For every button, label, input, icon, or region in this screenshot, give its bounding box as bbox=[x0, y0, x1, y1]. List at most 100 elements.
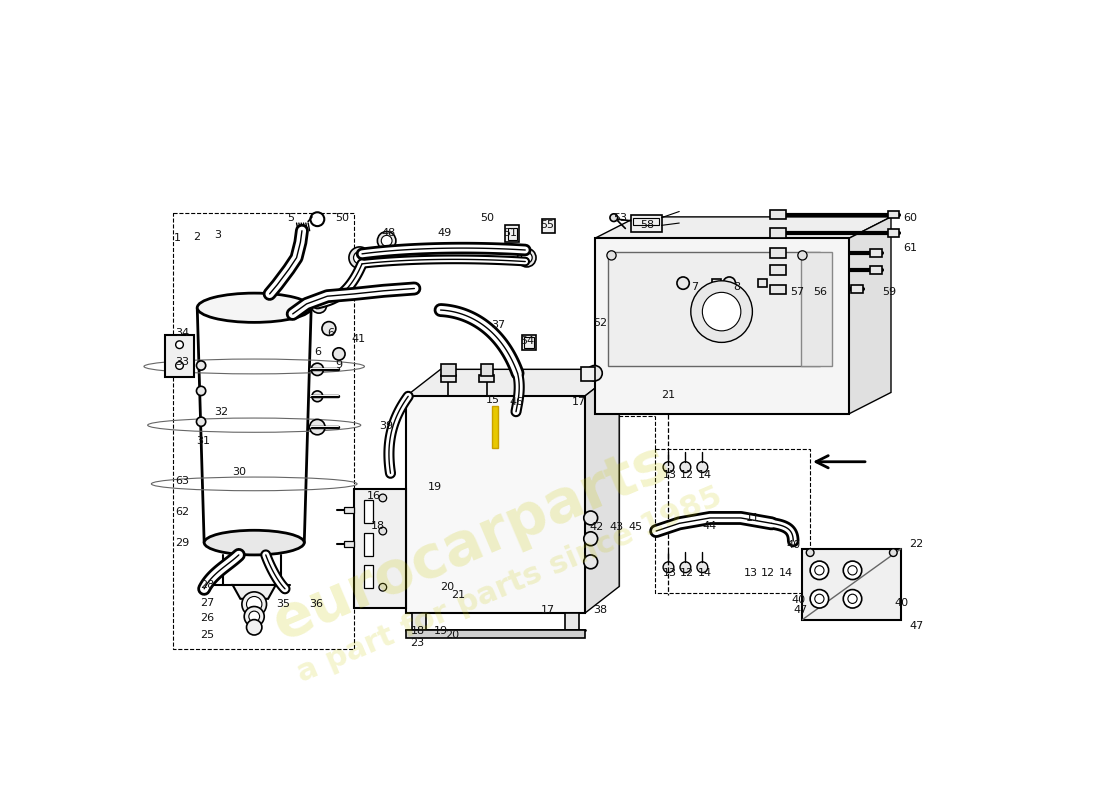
Circle shape bbox=[806, 549, 814, 557]
Text: 51: 51 bbox=[503, 228, 517, 238]
Bar bbox=[363, 533, 373, 556]
Circle shape bbox=[311, 363, 323, 375]
Bar bbox=[344, 507, 353, 514]
Text: 63: 63 bbox=[176, 476, 189, 486]
Text: 31: 31 bbox=[197, 436, 210, 446]
Text: 2: 2 bbox=[192, 232, 200, 242]
Text: 57: 57 bbox=[790, 287, 804, 298]
Text: 22: 22 bbox=[910, 539, 924, 549]
Text: 19: 19 bbox=[428, 482, 442, 492]
Text: 36: 36 bbox=[309, 599, 322, 610]
Text: 47: 47 bbox=[910, 621, 924, 630]
Text: 14: 14 bbox=[779, 568, 793, 578]
Bar bbox=[801, 252, 832, 366]
Text: 13: 13 bbox=[663, 568, 676, 578]
Bar bbox=[481, 364, 493, 376]
Bar bbox=[492, 406, 498, 448]
Bar bbox=[406, 396, 584, 614]
Bar bbox=[480, 374, 495, 382]
Text: 56: 56 bbox=[813, 287, 827, 298]
Circle shape bbox=[609, 214, 618, 222]
Text: 33: 33 bbox=[176, 357, 189, 366]
Text: 60: 60 bbox=[903, 213, 917, 222]
Circle shape bbox=[246, 597, 262, 612]
Text: 40: 40 bbox=[786, 540, 801, 550]
Text: 35: 35 bbox=[276, 599, 289, 610]
Circle shape bbox=[521, 252, 532, 263]
Text: 47: 47 bbox=[794, 606, 808, 615]
Text: 28: 28 bbox=[200, 580, 214, 590]
Text: 50: 50 bbox=[336, 213, 349, 222]
Text: 11: 11 bbox=[746, 513, 759, 523]
Text: 20: 20 bbox=[446, 630, 459, 640]
Circle shape bbox=[697, 562, 707, 573]
Circle shape bbox=[663, 462, 674, 473]
Bar bbox=[870, 266, 882, 274]
Text: 17: 17 bbox=[572, 398, 586, 407]
Bar bbox=[634, 218, 659, 226]
Text: 18: 18 bbox=[371, 521, 385, 530]
Text: 20: 20 bbox=[440, 582, 454, 592]
Circle shape bbox=[703, 292, 741, 331]
Circle shape bbox=[332, 348, 345, 360]
Bar bbox=[406, 630, 584, 638]
Bar bbox=[770, 285, 785, 294]
Bar bbox=[565, 614, 579, 630]
Circle shape bbox=[382, 235, 392, 246]
Text: 40: 40 bbox=[792, 595, 805, 606]
Text: 38: 38 bbox=[594, 606, 608, 615]
Polygon shape bbox=[406, 370, 619, 396]
Circle shape bbox=[810, 590, 828, 608]
Circle shape bbox=[848, 566, 857, 575]
Text: 39: 39 bbox=[379, 421, 394, 430]
Bar bbox=[888, 210, 900, 218]
Text: 49: 49 bbox=[438, 228, 451, 238]
Bar bbox=[770, 229, 785, 238]
Circle shape bbox=[246, 620, 262, 635]
Text: 55: 55 bbox=[540, 220, 553, 230]
Circle shape bbox=[312, 391, 322, 402]
Bar bbox=[870, 250, 882, 257]
Text: 48: 48 bbox=[382, 228, 396, 238]
Circle shape bbox=[844, 590, 861, 608]
Text: 50: 50 bbox=[480, 213, 494, 222]
Bar bbox=[630, 215, 661, 232]
Bar bbox=[608, 252, 821, 366]
Circle shape bbox=[377, 231, 396, 250]
Bar bbox=[524, 337, 535, 348]
Text: 53: 53 bbox=[613, 213, 627, 222]
Circle shape bbox=[249, 611, 260, 622]
Text: 26: 26 bbox=[200, 613, 214, 623]
Bar bbox=[594, 238, 849, 414]
Bar bbox=[507, 228, 517, 240]
Bar bbox=[363, 565, 373, 588]
Circle shape bbox=[378, 494, 387, 502]
Circle shape bbox=[242, 592, 266, 617]
Circle shape bbox=[890, 549, 898, 557]
Polygon shape bbox=[233, 585, 276, 599]
Text: 13: 13 bbox=[744, 568, 758, 578]
Text: 14: 14 bbox=[697, 470, 712, 480]
Text: 58: 58 bbox=[640, 220, 654, 230]
Circle shape bbox=[176, 341, 184, 349]
Text: 52: 52 bbox=[594, 318, 608, 328]
Text: 12: 12 bbox=[761, 568, 774, 578]
Bar bbox=[363, 500, 373, 523]
Circle shape bbox=[353, 251, 366, 264]
Bar bbox=[440, 370, 619, 586]
Text: 13: 13 bbox=[663, 470, 676, 480]
Circle shape bbox=[798, 250, 807, 260]
Text: 18: 18 bbox=[410, 626, 425, 636]
Circle shape bbox=[517, 249, 536, 267]
Text: 6: 6 bbox=[328, 328, 334, 338]
Text: a part for parts since 1985: a part for parts since 1985 bbox=[293, 482, 727, 688]
Text: 16: 16 bbox=[366, 491, 381, 502]
Text: 6: 6 bbox=[314, 346, 321, 357]
Text: 25: 25 bbox=[200, 630, 214, 640]
Bar bbox=[440, 374, 455, 382]
Circle shape bbox=[349, 247, 371, 269]
Circle shape bbox=[680, 562, 691, 573]
Text: 1: 1 bbox=[174, 234, 180, 243]
Text: 30: 30 bbox=[232, 466, 245, 477]
Text: 54: 54 bbox=[520, 336, 535, 346]
